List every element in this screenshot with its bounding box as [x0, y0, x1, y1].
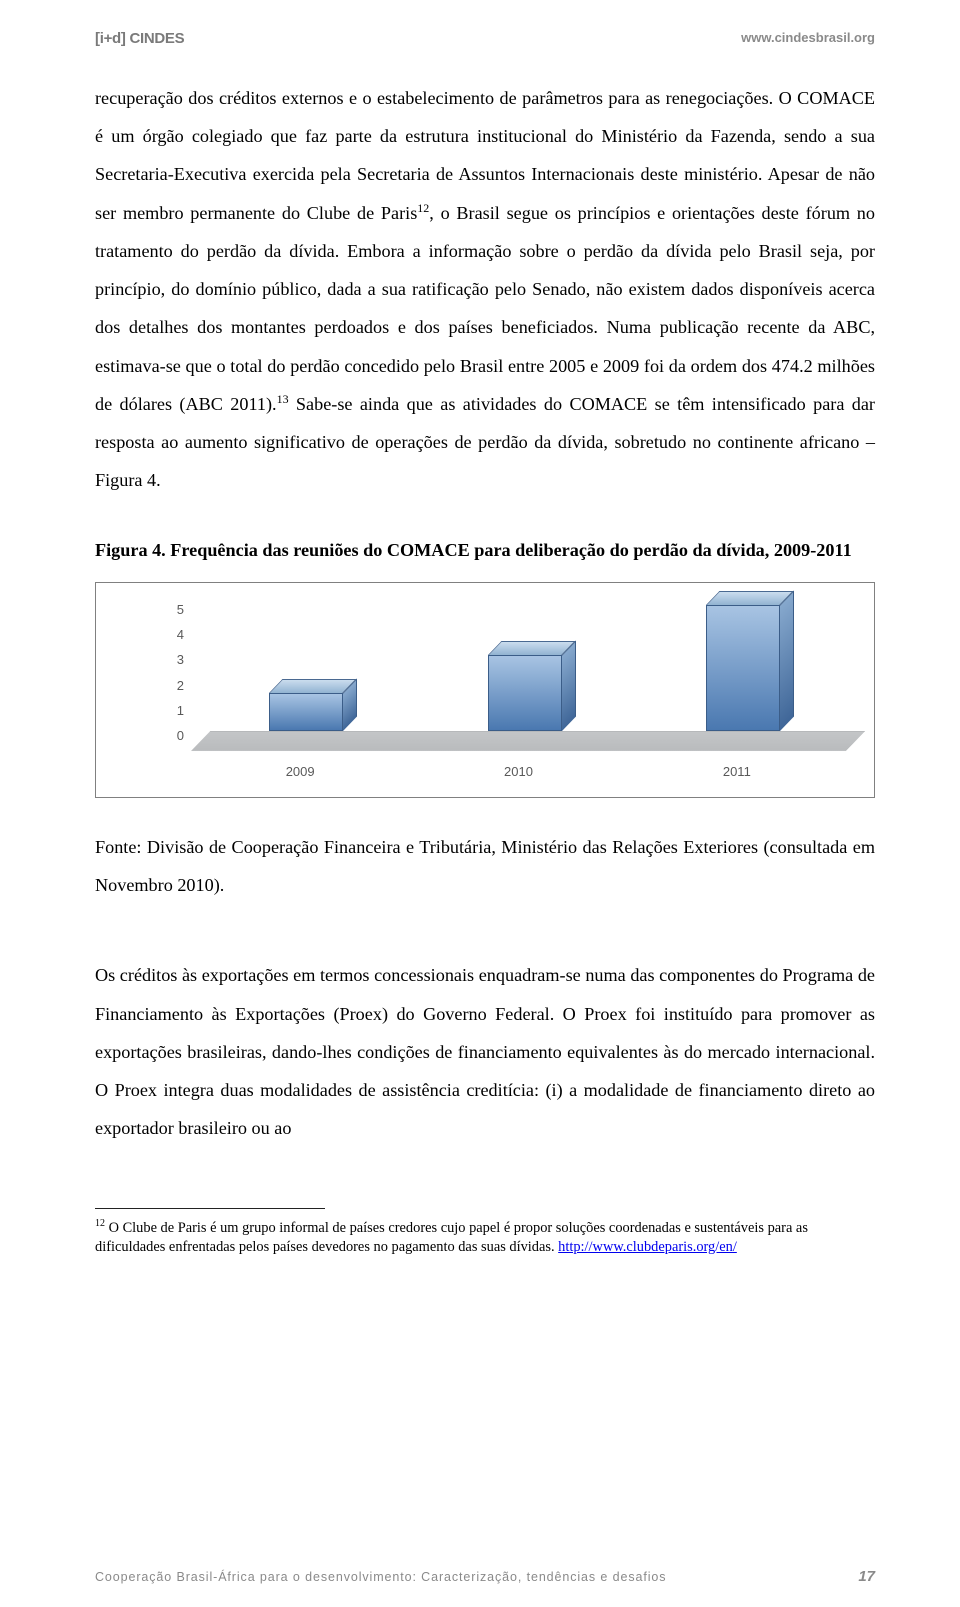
y-tick-label: 4	[168, 627, 184, 642]
header-url: www.cindesbrasil.org	[741, 30, 875, 45]
x-tick-label: 2010	[489, 764, 549, 779]
footnote-separator	[95, 1208, 325, 1209]
paragraph-2: Os créditos às exportações em termos con…	[95, 956, 875, 1147]
footnote-num-12: 12	[95, 1218, 105, 1229]
page-number: 17	[858, 1568, 875, 1585]
footer-text: Cooperação Brasil-África para o desenvol…	[95, 1570, 666, 1584]
y-tick-label: 2	[168, 678, 184, 693]
y-tick-label: 0	[168, 728, 184, 743]
footnote-ref-12: 12	[417, 201, 429, 215]
figure-4-chart: 0 1 2 3 4 5 2009 2010 2011	[95, 582, 875, 798]
x-tick-label: 2011	[707, 764, 767, 779]
x-tick-label: 2009	[270, 764, 330, 779]
page-footer: Cooperação Brasil-África para o desenvol…	[95, 1568, 875, 1585]
figure-4-title: Figura 4. Frequência das reuniões do COM…	[95, 533, 875, 568]
footnote-ref-13: 13	[277, 392, 289, 406]
page-header: [i+d] CINDES www.cindesbrasil.org	[95, 30, 875, 47]
y-tick-label: 3	[168, 652, 184, 667]
footnote-12: 12 O Clube de Paris é um grupo informal …	[95, 1217, 875, 1258]
paragraph-1: recuperação dos créditos externos e o es…	[95, 79, 875, 499]
y-tick-label: 1	[168, 703, 184, 718]
p1-part-b: , o Brasil segue os princípios e orienta…	[95, 203, 875, 414]
figure-4-source: Fonte: Divisão de Cooperação Financeira …	[95, 828, 875, 904]
y-tick-label: 5	[168, 602, 184, 617]
footnote-12-link[interactable]: http://www.clubdeparis.org/en/	[558, 1239, 737, 1255]
cindes-logo: [i+d] CINDES	[95, 30, 184, 47]
